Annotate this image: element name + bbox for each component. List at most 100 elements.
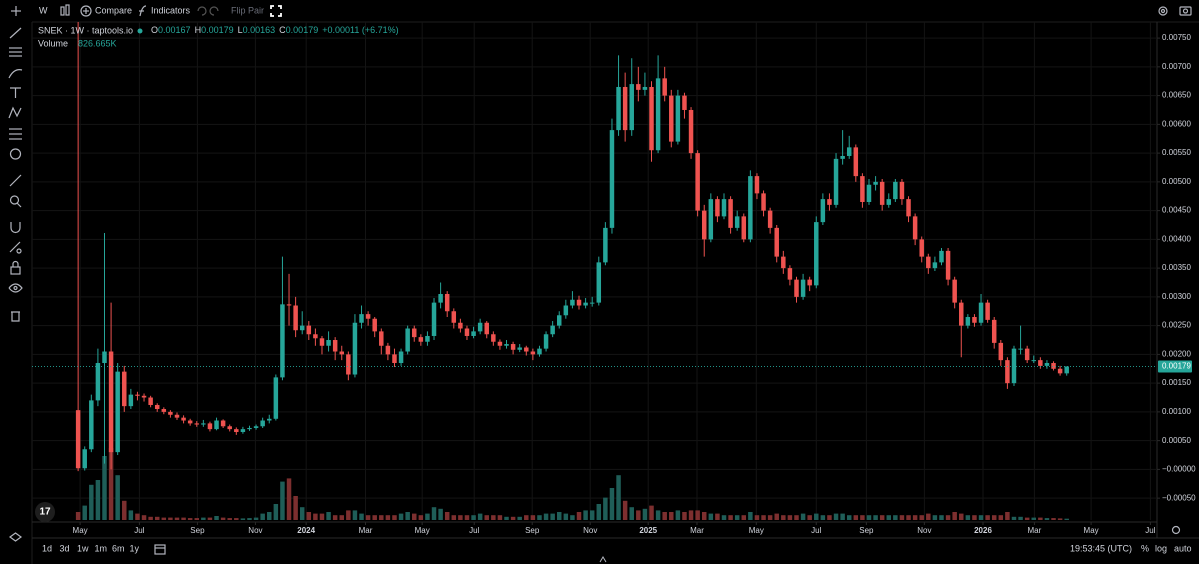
- undo-redo[interactable]: [197, 6, 219, 16]
- interval-button[interactable]: W: [39, 5, 48, 15]
- prediction-tool[interactable]: [9, 128, 22, 140]
- axes: 0.00750 0.00700 0.00650 0.00600 0.00550 0.005…: [32, 33, 1196, 535]
- pattern-tool[interactable]: [8, 106, 22, 119]
- y-tick-label: 0.00750: [1162, 33, 1191, 42]
- auto-toggle[interactable]: auto: [1174, 543, 1192, 553]
- emoji-tool[interactable]: [9, 148, 22, 160]
- candle-body: [108, 351, 114, 453]
- candle-body: [576, 299, 582, 306]
- crosshair-tool[interactable]: [11, 6, 21, 16]
- chart-style-button[interactable]: [60, 4, 70, 16]
- delete-tool[interactable]: [11, 311, 20, 322]
- y-tick-label: 0.00450: [1162, 206, 1191, 215]
- candle-body: [135, 394, 140, 396]
- volume-bar: [273, 504, 279, 520]
- range-button[interactable]: 1m: [95, 543, 108, 553]
- magnet-tool[interactable]: [10, 222, 21, 234]
- volume-bar: [326, 512, 331, 520]
- volume-bar: [398, 513, 404, 520]
- candle-body: [629, 84, 634, 131]
- flip-pair-button[interactable]: Flip Pair: [231, 5, 264, 15]
- volume-bar: [774, 513, 779, 520]
- volume-bar: [477, 513, 483, 520]
- candle-body: [939, 250, 944, 263]
- x-tick-label: Jul: [134, 526, 144, 535]
- hide-tool[interactable]: [8, 283, 23, 293]
- candle-body: [122, 371, 127, 407]
- candle-body: [346, 354, 351, 375]
- volume-bar: [1044, 518, 1050, 520]
- volume-bar: [919, 515, 924, 520]
- stay-drawing-tool[interactable]: [9, 241, 22, 254]
- volume-bar: [649, 505, 654, 520]
- candle-body: [161, 409, 167, 412]
- y-tick-label: 0.00150: [1162, 378, 1191, 387]
- compare-button[interactable]: Compare: [95, 5, 132, 15]
- x-tick-label: 2025: [639, 526, 657, 535]
- volume-bar: [220, 517, 226, 520]
- zoom-tool[interactable]: [9, 195, 22, 208]
- candle-body: [286, 304, 292, 306]
- volume-bar: [1024, 517, 1030, 520]
- settings-button[interactable]: [1158, 6, 1168, 16]
- fib-tool[interactable]: [9, 47, 22, 57]
- bottom-toolbar: 19:53:45 (UTC) % log auto 1d 3d 1w 1m 6m 1y: [42, 525, 1192, 563]
- range-button[interactable]: 1d: [42, 543, 52, 553]
- symbol[interactable]: SNEK · 1W · taptools.io: [38, 25, 133, 35]
- object-tree[interactable]: [8, 532, 23, 542]
- trend-line-tool[interactable]: [9, 27, 22, 39]
- measure-tool[interactable]: [9, 174, 22, 187]
- volume-bar: [998, 515, 1004, 520]
- volume-legend-name[interactable]: Volume: [38, 38, 68, 48]
- volume-bar: [201, 517, 206, 520]
- range-button[interactable]: 1y: [130, 543, 140, 553]
- volume-bar: [589, 510, 595, 520]
- x-tick-label: Mar: [359, 526, 373, 535]
- volume-bar: [906, 515, 911, 520]
- range-button[interactable]: 3d: [60, 543, 70, 553]
- y-tick-label: 0.00650: [1162, 91, 1191, 100]
- candle-body: [636, 84, 641, 90]
- candle-body: [365, 314, 371, 319]
- candle-body: [326, 340, 331, 346]
- candle-body: [207, 423, 213, 430]
- candle-body: [886, 199, 892, 205]
- text-tool[interactable]: [10, 87, 21, 98]
- candle-body: [814, 222, 819, 286]
- candle-body: [260, 420, 265, 427]
- volume-bar: [82, 505, 87, 520]
- range-button[interactable]: 6m: [112, 543, 125, 553]
- scroll-button[interactable]: [599, 556, 607, 563]
- fullscreen-button[interactable]: [270, 5, 282, 17]
- volume-bar: [181, 517, 186, 520]
- axis-settings[interactable]: [1171, 525, 1181, 535]
- candle-body: [688, 109, 694, 154]
- ohlc-legend-value: 0.00179: [201, 25, 234, 35]
- candle-body: [214, 420, 219, 430]
- lock-tool[interactable]: [10, 260, 21, 275]
- candle-body: [833, 158, 839, 205]
- candle-body: [728, 199, 733, 228]
- log-toggle[interactable]: log: [1155, 543, 1167, 553]
- volume-bar: [767, 515, 773, 520]
- snapshot-button[interactable]: [1179, 6, 1192, 16]
- x-tick-label: May: [1084, 526, 1099, 535]
- brush-tool[interactable]: [8, 69, 23, 79]
- volume-bar: [873, 515, 878, 520]
- volume-bar: [484, 515, 489, 520]
- volume-bar: [629, 507, 634, 520]
- candle-body: [1024, 348, 1030, 361]
- range-button[interactable]: 1w: [77, 543, 89, 553]
- indicators-icon[interactable]: [139, 5, 147, 17]
- percent-toggle[interactable]: %: [1141, 543, 1149, 553]
- candle-body: [181, 417, 186, 421]
- volume-bar: [879, 515, 885, 520]
- volume-bar: [655, 510, 661, 520]
- date-range-button[interactable]: [154, 544, 166, 555]
- indicators-button[interactable]: Indicators: [151, 5, 191, 15]
- candle-body: [293, 305, 298, 331]
- volume-bar: [833, 513, 839, 520]
- volume-bar: [952, 512, 957, 520]
- compare-icon[interactable]: [80, 5, 92, 17]
- volume-bar: [688, 510, 694, 520]
